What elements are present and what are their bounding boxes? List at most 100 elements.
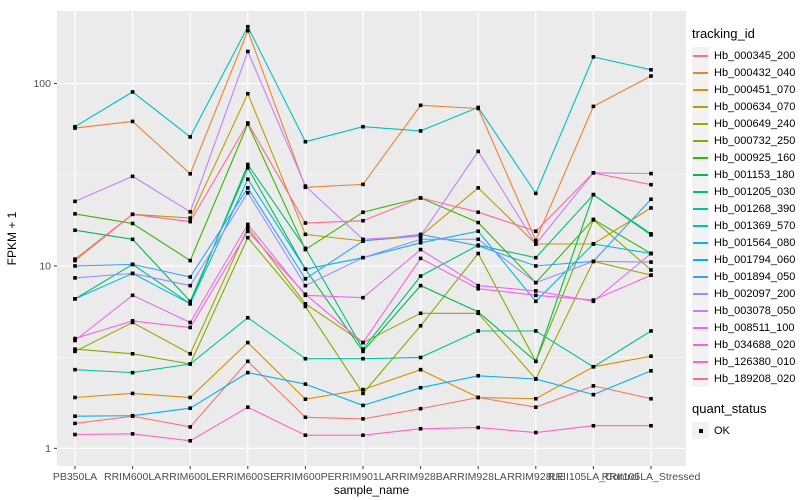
data-point <box>649 197 653 202</box>
data-point <box>246 370 250 375</box>
x-axis-title: sample_name <box>334 483 410 497</box>
data-point <box>534 242 538 246</box>
data-point <box>130 174 135 179</box>
data-point <box>73 199 77 204</box>
legend-item-label: Hb_000432_040 <box>714 66 796 79</box>
data-point <box>649 423 653 428</box>
x-tick-label: RRIM928LE <box>507 471 564 483</box>
legend-item: Hb_001794_060 <box>692 251 798 268</box>
data-point <box>361 182 365 187</box>
data-point <box>418 237 423 242</box>
data-point <box>73 432 77 437</box>
data-point <box>246 166 250 170</box>
legend-item-label: Hb_000451_070 <box>714 83 796 96</box>
data-point <box>591 192 596 197</box>
data-point <box>130 262 135 267</box>
data-point <box>130 119 135 124</box>
data-point <box>130 237 135 242</box>
legend-key-swatch <box>692 251 709 268</box>
data-point <box>188 275 192 279</box>
data-point <box>649 396 653 401</box>
legend-key-swatch <box>692 183 709 200</box>
legend-line-icon <box>693 241 708 244</box>
data-point <box>418 103 423 108</box>
data-point <box>534 229 538 234</box>
data-point <box>361 210 365 215</box>
data-point <box>246 186 250 190</box>
legend-item-label: Hb_008511_100 <box>714 321 795 334</box>
data-point <box>534 191 538 196</box>
data-point <box>418 385 423 390</box>
data-point <box>649 171 653 176</box>
data-point <box>591 364 596 369</box>
data-point <box>534 299 538 304</box>
data-point <box>649 354 653 358</box>
data-point <box>649 273 653 277</box>
legend-line-icon <box>693 54 708 57</box>
legend-item-label: Hb_002097_200 <box>714 287 796 300</box>
x-tick-label: RRIM600LE <box>162 471 219 483</box>
data-point <box>591 392 596 397</box>
data-point <box>246 121 250 125</box>
data-point <box>361 340 365 345</box>
x-tick-label: RRII105LA_Stressed <box>602 471 701 483</box>
x-tick-label: RRIM600LA <box>104 471 161 483</box>
legend-item-label: Hb_001369_570 <box>714 219 796 232</box>
data-point <box>534 377 538 381</box>
legend-item-label: Hb_000634_070 <box>714 100 796 113</box>
data-point <box>246 222 250 227</box>
legend-item-label: Hb_001794_060 <box>714 253 796 266</box>
data-point <box>418 274 423 278</box>
legend-line-icon <box>693 377 708 380</box>
data-point <box>361 387 365 392</box>
legend-line-icon <box>693 88 708 91</box>
data-point <box>73 124 77 129</box>
legend-item: Hb_000925_160 <box>692 149 798 166</box>
data-point <box>361 433 365 438</box>
legend-item: Hb_001205_030 <box>692 183 798 200</box>
legend-line-icon <box>693 224 708 227</box>
data-point <box>591 298 596 302</box>
data-point <box>649 232 653 236</box>
data-point <box>418 406 423 411</box>
data-point <box>361 255 365 260</box>
legend-item: Hb_002097_200 <box>692 285 798 302</box>
data-point <box>303 139 308 144</box>
legend-item: Hb_000451_070 <box>692 81 798 98</box>
data-point <box>476 186 480 190</box>
data-point <box>73 367 77 372</box>
data-point <box>130 319 135 323</box>
data-point <box>130 351 135 356</box>
legend-tracking-items: Hb_000345_200 Hb_000432_040 Hb_000451_070 H… <box>692 47 798 387</box>
legend-item: Hb_001894_050 <box>692 268 798 285</box>
data-point <box>649 74 653 78</box>
data-point <box>476 286 480 291</box>
data-point <box>418 323 423 328</box>
data-point <box>188 395 192 400</box>
legend-line-icon <box>693 105 708 108</box>
data-point <box>418 256 423 261</box>
y-tick-label: 100 <box>33 78 51 90</box>
legend-line-icon <box>693 71 708 74</box>
legend-line-icon <box>693 190 708 193</box>
legend-item-label: OK <box>714 424 730 437</box>
legend-line-icon <box>693 360 708 363</box>
data-point <box>303 382 308 386</box>
data-point <box>476 425 480 430</box>
legend-item: Hb_003078_050 <box>692 302 798 319</box>
data-point <box>73 336 77 341</box>
data-point <box>476 237 480 242</box>
legend-key-swatch <box>692 81 709 98</box>
data-point <box>303 283 308 288</box>
data-point <box>188 362 192 366</box>
data-point <box>188 320 192 325</box>
data-point <box>188 351 192 356</box>
data-point <box>303 304 308 309</box>
data-point <box>649 329 653 333</box>
data-point <box>130 271 135 276</box>
data-point <box>188 135 192 139</box>
data-point <box>130 212 135 217</box>
legend-title-quant-status: quant_status <box>692 401 767 416</box>
